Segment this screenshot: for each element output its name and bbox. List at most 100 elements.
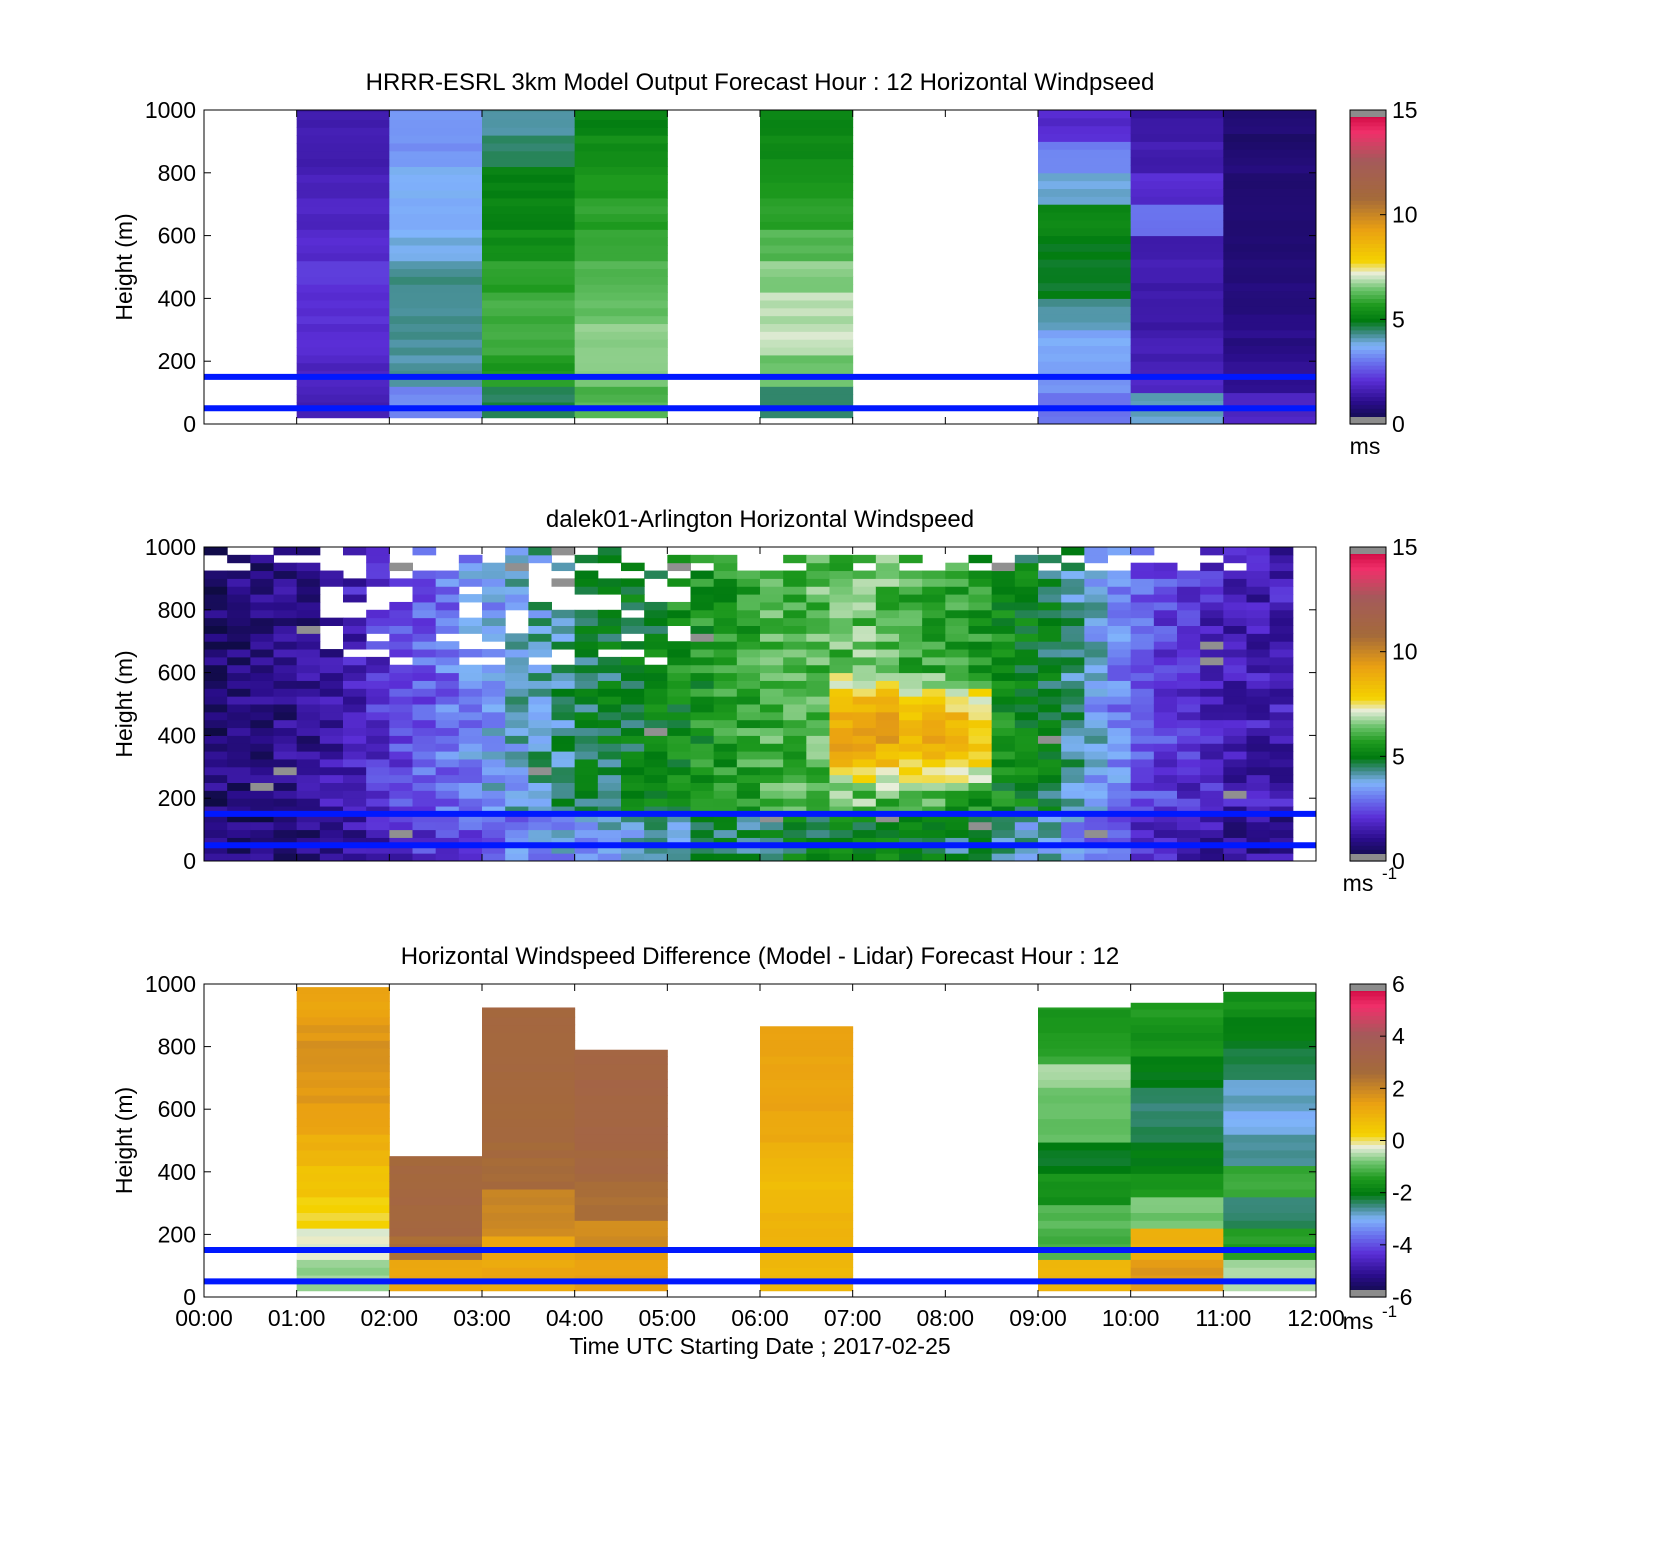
- heat-cell: [644, 704, 668, 713]
- heat-cell: [852, 680, 877, 689]
- colorbar-swatch: [1350, 751, 1386, 756]
- heat-cell: [644, 617, 668, 626]
- heat-cell: [296, 656, 321, 666]
- heat-cell: [250, 853, 274, 862]
- heat-cell: [621, 743, 645, 752]
- heat-cell: [505, 806, 529, 815]
- heat-cell: [1014, 688, 1039, 697]
- heat-cell: [435, 664, 460, 674]
- heat-cell: [991, 617, 1016, 626]
- colorbar-swatch: [1350, 637, 1386, 642]
- heat-cell: [1177, 609, 1201, 619]
- heat-cell: [1130, 1228, 1224, 1237]
- colorbar-swatch: [1350, 1046, 1386, 1052]
- colorbar-swatch: [1350, 259, 1386, 264]
- colorbar-swatch: [1350, 1117, 1386, 1122]
- heat-cell: [690, 688, 715, 697]
- heat-cell: [875, 845, 900, 854]
- heat-cell: [412, 672, 437, 681]
- heat-cell: [783, 727, 807, 736]
- heat-cell: [343, 743, 367, 752]
- heat-cell: [899, 617, 923, 626]
- heat-cell: [1200, 711, 1224, 721]
- heat-cell: [574, 688, 599, 697]
- heat-cell: [505, 829, 529, 838]
- heat-cell: [1038, 766, 1062, 776]
- heat-cell: [690, 743, 715, 752]
- heat-cell: [1130, 212, 1224, 221]
- heat-cell: [204, 790, 228, 799]
- heat-cell: [296, 111, 390, 120]
- heat-cell: [1153, 704, 1178, 713]
- heat-cell: [968, 586, 993, 595]
- colorbar-unit: ms: [1343, 870, 1374, 896]
- heat-cell: [922, 782, 946, 791]
- heat-cell: [296, 680, 321, 689]
- heat-cell: [621, 578, 645, 587]
- heat-cell: [389, 774, 413, 783]
- heat-cell: [1038, 798, 1062, 807]
- heat-cell: [204, 845, 228, 854]
- colorbar-swatch: [1350, 1214, 1386, 1220]
- heat-cell: [574, 1235, 668, 1245]
- heat-cell: [1130, 353, 1224, 362]
- heat-cell: [1130, 1259, 1224, 1268]
- heat-cell: [621, 751, 645, 760]
- heat-cell: [597, 719, 622, 729]
- colorbar-swatch: [1350, 790, 1386, 795]
- heat-cell: [760, 649, 784, 658]
- heat-cell: [875, 829, 900, 838]
- heat-cell: [319, 704, 344, 713]
- heat-cell: [296, 323, 390, 332]
- heat-cell: [458, 649, 483, 658]
- heat-cell: [482, 354, 576, 364]
- heat-cell: [574, 190, 668, 199]
- heat-cell: [296, 641, 321, 650]
- heat-cell: [1153, 688, 1178, 697]
- heat-cell: [227, 813, 251, 823]
- heat-cell: [458, 562, 483, 572]
- heat-cell: [482, 562, 506, 572]
- heat-cell: [1223, 259, 1317, 268]
- heat-cell: [482, 1024, 576, 1034]
- heat-cell: [760, 205, 854, 215]
- colorbar-swatch: [1350, 341, 1386, 347]
- heat-cell: [760, 1134, 854, 1143]
- heat-cell: [389, 1235, 483, 1245]
- heat-cell: [273, 547, 298, 556]
- heat-cell: [1269, 704, 1294, 713]
- heat-cell: [412, 751, 437, 760]
- heat-cell: [1130, 625, 1155, 634]
- colorbar-swatch: [1350, 656, 1386, 662]
- heat-cell: [273, 664, 298, 674]
- heat-cell: [760, 1157, 854, 1167]
- heat-cell: [1084, 601, 1108, 611]
- heat-cell: [760, 1204, 854, 1213]
- heat-cell: [319, 782, 344, 791]
- heat-cell: [760, 766, 784, 776]
- heat-cell: [250, 790, 274, 799]
- colorbar-swatch: [1350, 286, 1386, 292]
- heat-cell: [227, 649, 251, 658]
- heat-cell: [644, 696, 668, 705]
- heat-cell: [389, 347, 483, 356]
- heat-cell: [389, 252, 483, 262]
- heat-cell: [1130, 1040, 1224, 1049]
- colorbar-swatch: [1350, 821, 1386, 827]
- heat-cell: [760, 758, 784, 768]
- heat-cell: [366, 758, 390, 768]
- heat-cell: [760, 1110, 854, 1120]
- heat-cell: [1084, 609, 1108, 619]
- heat-cell: [1038, 1040, 1132, 1049]
- colorbar-swatch: [1350, 212, 1386, 217]
- colorbar-swatch: [1350, 294, 1386, 299]
- heat-cell: [783, 641, 807, 650]
- colorbar-tick-label: 15: [1392, 534, 1418, 560]
- heat-cell: [690, 774, 715, 783]
- heat-cell: [1107, 633, 1132, 642]
- heat-cell: [1038, 267, 1132, 276]
- heat-cell: [296, 386, 390, 395]
- colorbar-swatch: [1350, 1242, 1386, 1247]
- heat-cell: [1223, 1228, 1317, 1237]
- heat-cell: [829, 837, 854, 846]
